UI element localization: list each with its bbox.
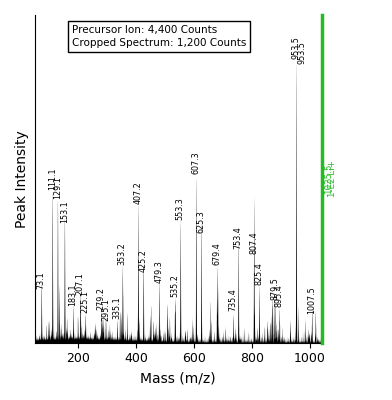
Text: 553.3: 553.3	[176, 198, 185, 220]
Text: 607.3: 607.3	[191, 151, 200, 174]
Text: 679.4: 679.4	[212, 242, 221, 265]
Text: 1025.5: 1025.5	[324, 164, 333, 194]
X-axis label: Mass (m/z): Mass (m/z)	[140, 371, 216, 385]
Text: 353.2: 353.2	[118, 243, 127, 266]
Text: 825.4: 825.4	[254, 262, 263, 284]
Text: 129.1: 129.1	[53, 176, 62, 198]
Text: 1-E2 Li+: 1-E2 Li+	[328, 160, 338, 197]
Text: 279.2: 279.2	[96, 288, 105, 310]
Text: 207.1: 207.1	[76, 273, 85, 296]
Text: 111.1: 111.1	[48, 168, 57, 190]
Text: 479.3: 479.3	[154, 260, 163, 283]
Text: 183.1: 183.1	[69, 284, 78, 306]
Text: 807.4: 807.4	[249, 231, 258, 254]
Text: 953.5: 953.5	[298, 41, 307, 64]
Text: 295.1: 295.1	[101, 298, 110, 321]
Text: 735.4: 735.4	[229, 288, 238, 311]
Text: 225.1: 225.1	[81, 290, 90, 313]
Text: 153.1: 153.1	[60, 200, 69, 223]
Text: 953.5: 953.5	[292, 36, 301, 59]
Text: 535.2: 535.2	[171, 274, 180, 297]
Text: 425.2: 425.2	[139, 249, 148, 272]
Text: 753.4: 753.4	[234, 226, 243, 249]
Text: 625.3: 625.3	[196, 210, 205, 233]
Text: Precursor Ion: 4,400 Counts
Cropped Spectrum: 1,200 Counts: Precursor Ion: 4,400 Counts Cropped Spec…	[72, 25, 246, 48]
Text: 407.2: 407.2	[133, 181, 142, 204]
Text: 1007.5: 1007.5	[307, 286, 316, 314]
Text: 895.4: 895.4	[275, 284, 284, 307]
Text: 335.1: 335.1	[113, 297, 122, 319]
Y-axis label: Peak Intensity: Peak Intensity	[15, 130, 29, 228]
Text: 73.1: 73.1	[37, 271, 46, 289]
Text: 879.5: 879.5	[270, 277, 279, 300]
